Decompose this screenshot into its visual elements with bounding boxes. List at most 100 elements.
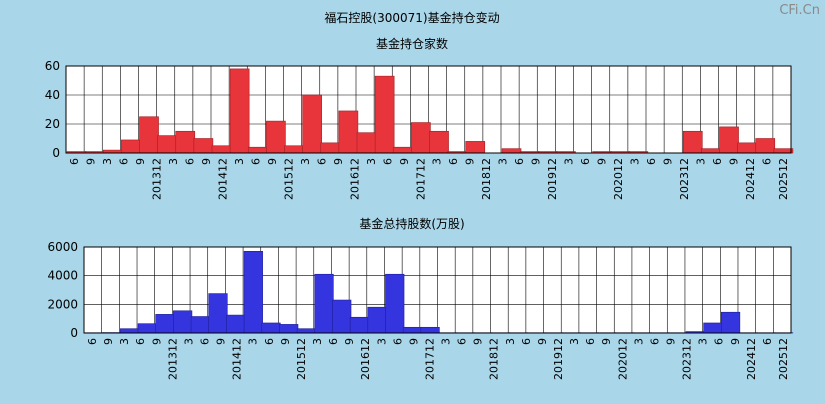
x-tick-label: 3: [311, 338, 324, 345]
y-tick-label: 6000: [47, 240, 78, 254]
x-tick-label: 3: [375, 338, 388, 345]
x-tick-label: 201912: [552, 338, 565, 380]
bar: [720, 127, 739, 153]
y-tick-label: 2000: [47, 297, 78, 311]
x-tick-label: 9: [343, 338, 356, 345]
x-tick-label: 9: [266, 158, 279, 165]
x-tick-label: 3: [632, 338, 645, 345]
bar: [121, 140, 140, 153]
x-tick-label: 202312: [678, 158, 691, 200]
x-tick-label: 3: [182, 338, 195, 345]
bar: [138, 324, 157, 333]
bar: [466, 141, 485, 153]
x-tick-label: 3: [628, 158, 641, 165]
x-tick-label: 6: [456, 338, 469, 345]
x-tick-label: 201612: [359, 338, 372, 380]
x-tick-label: 9: [215, 338, 228, 345]
x-tick-label: 9: [398, 158, 411, 165]
bar: [683, 131, 702, 153]
x-tick-label: 9: [279, 338, 292, 345]
bar: [158, 136, 177, 153]
y-tick-label: 0: [52, 146, 60, 160]
bar: [194, 139, 213, 154]
watermark-logo: CFi.Cn: [779, 3, 820, 18]
bar: [156, 314, 175, 333]
x-tick-label: 9: [530, 158, 543, 165]
x-tick-label: 3: [694, 158, 707, 165]
x-tick-label: 202012: [616, 338, 629, 380]
bar: [701, 149, 720, 153]
x-tick-label: 9: [464, 158, 477, 165]
x-tick-label: 6: [579, 158, 592, 165]
x-tick-label: 6: [68, 158, 81, 165]
x-tick-label: 9: [200, 158, 213, 165]
x-tick-label: 202412: [745, 338, 758, 380]
x-tick-label: 201612: [348, 158, 361, 200]
bar: [339, 111, 358, 153]
x-tick-label: 201312: [166, 338, 179, 380]
x-tick-label: 9: [664, 338, 677, 345]
chart-title-holders: 基金持仓家数: [376, 36, 448, 51]
y-tick-label: 60: [45, 59, 60, 73]
x-tick-label: 201912: [546, 158, 559, 200]
bar: [393, 147, 412, 153]
x-tick-label: 9: [85, 158, 98, 165]
x-tick-label: 3: [504, 338, 517, 345]
bar: [738, 143, 757, 153]
x-tick-label: 3: [568, 338, 581, 345]
x-tick-label: 6: [118, 158, 131, 165]
y-tick-label: 0: [70, 326, 78, 340]
bar: [704, 323, 723, 333]
x-tick-label: 3: [563, 158, 576, 165]
bar: [226, 315, 245, 333]
x-tick-label: 6: [249, 158, 262, 165]
x-tick-label: 202412: [744, 158, 757, 200]
x-tick-label: 9: [407, 338, 420, 345]
x-tick-label: 9: [102, 338, 115, 345]
x-tick-label: 9: [472, 338, 485, 345]
x-tick-label: 9: [661, 158, 674, 165]
bar: [357, 133, 376, 153]
bar: [209, 294, 228, 333]
x-tick-label: 3: [101, 158, 114, 165]
bar: [248, 147, 267, 153]
x-tick-label: 9: [150, 338, 163, 345]
x-tick-label: 3: [431, 158, 444, 165]
x-tick-label: 6: [86, 338, 99, 345]
y-tick-label: 20: [45, 117, 60, 131]
x-tick-label: 3: [167, 158, 180, 165]
x-tick-label: 201312: [151, 158, 164, 200]
bar: [350, 317, 369, 333]
x-tick-label: 3: [697, 338, 710, 345]
x-tick-label: 9: [727, 158, 740, 165]
x-tick-label: 9: [134, 158, 147, 165]
x-tick-label: 6: [199, 338, 212, 345]
bar: [375, 76, 394, 153]
x-tick-label: 201512: [295, 338, 308, 380]
x-tick-label: 6: [713, 338, 726, 345]
x-tick-label: 201712: [423, 338, 436, 380]
x-tick-label: 6: [711, 158, 724, 165]
x-tick-label: 6: [584, 338, 597, 345]
x-tick-label: 3: [118, 338, 131, 345]
x-tick-label: 6: [760, 158, 773, 165]
bar: [411, 123, 430, 153]
x-tick-label: 9: [596, 158, 609, 165]
x-tick-label: 6: [381, 158, 394, 165]
x-tick-label: 6: [513, 158, 526, 165]
x-tick-label: 201412: [231, 338, 244, 380]
chart-title-shares: 基金总持股数(万股): [359, 216, 464, 231]
bar: [212, 146, 231, 153]
bar: [385, 274, 404, 333]
bar: [297, 329, 316, 333]
y-tick-label: 40: [45, 88, 60, 102]
bar: [191, 317, 210, 333]
bar: [721, 312, 740, 333]
bar: [321, 143, 340, 153]
x-tick-label: 6: [520, 338, 533, 345]
bar: [756, 139, 775, 154]
